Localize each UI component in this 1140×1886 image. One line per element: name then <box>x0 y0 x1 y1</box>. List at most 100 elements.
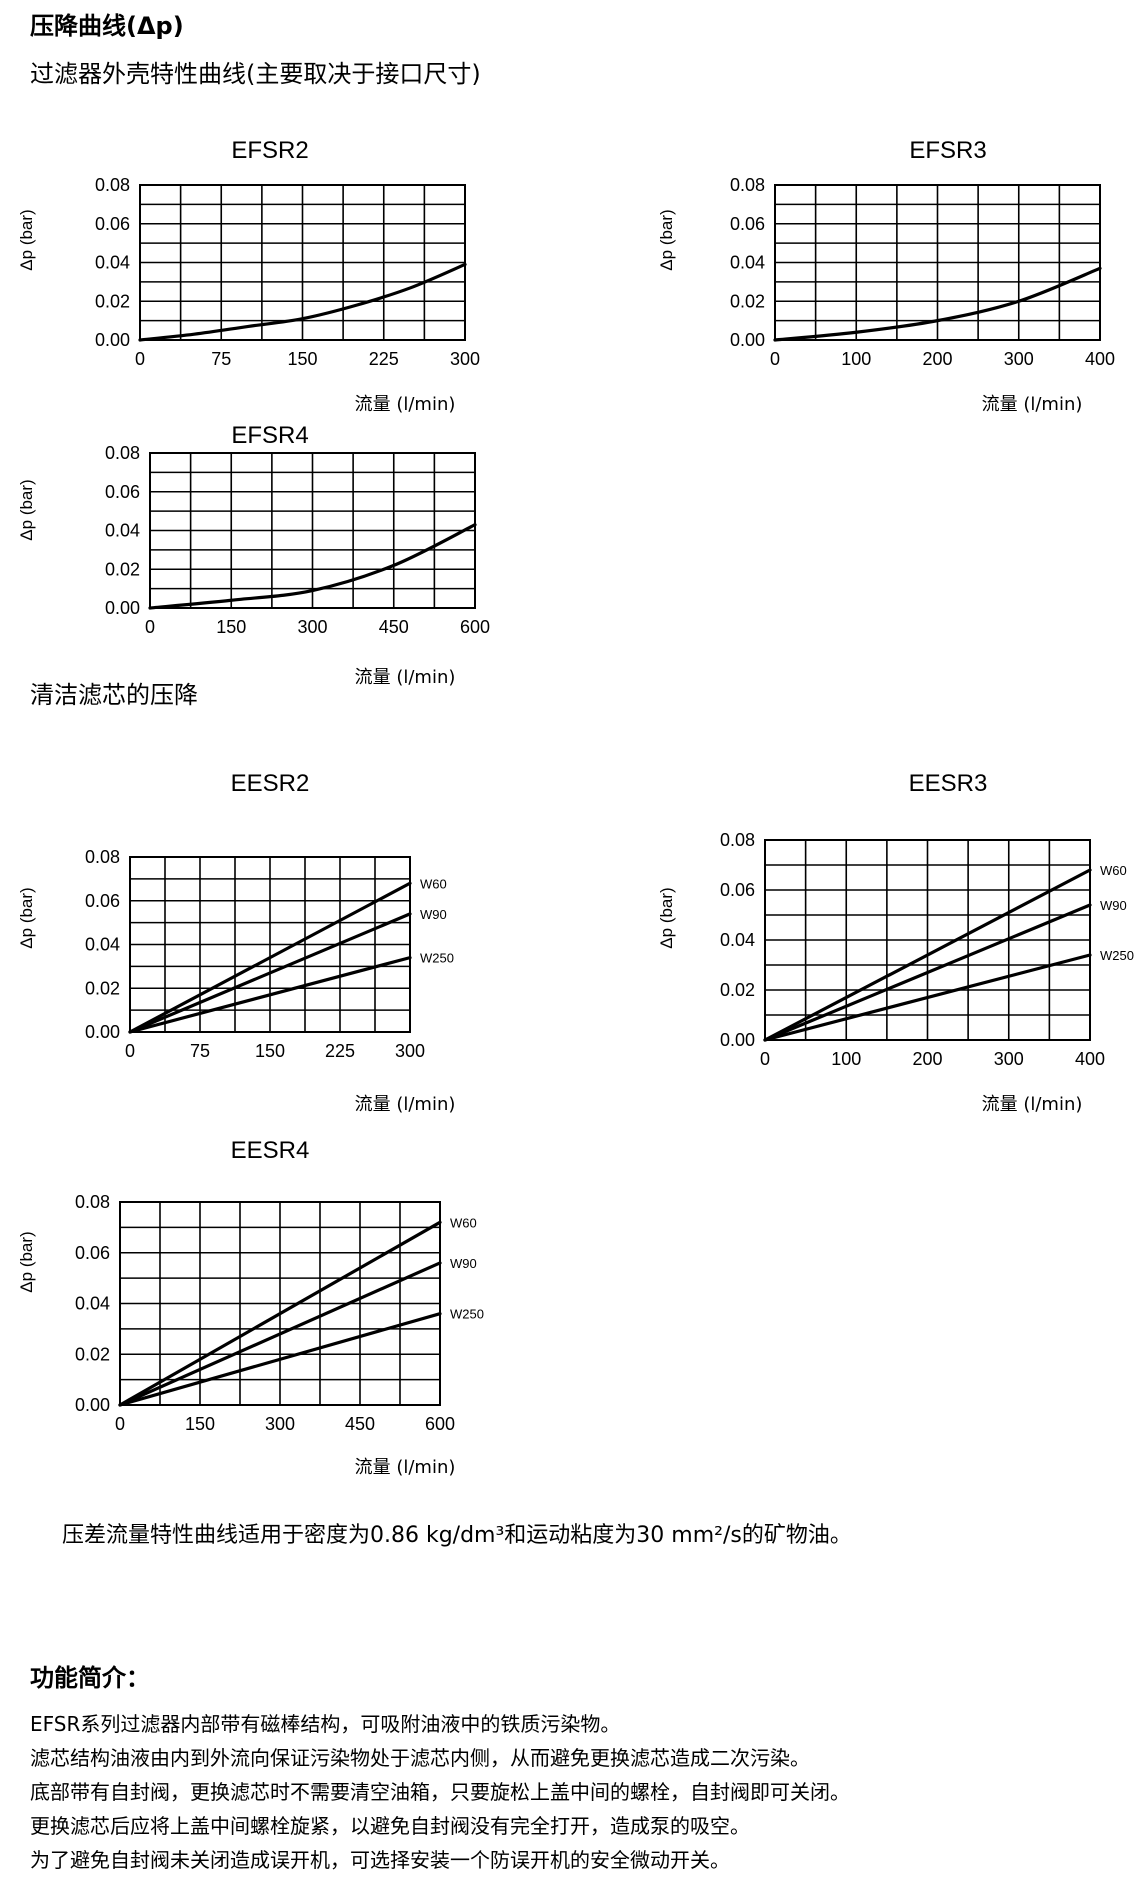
series-label: W60 <box>420 876 447 891</box>
y-axis-label: Δp (bar) <box>17 479 36 540</box>
chart-title: EESR4 <box>231 1137 310 1164</box>
x-tick-label: 0 <box>115 1414 125 1434</box>
x-tick-label: 400 <box>1075 1049 1105 1069</box>
y-tick-label: 0.06 <box>720 880 755 900</box>
series-label: W60 <box>1100 863 1127 878</box>
x-tick-label: 300 <box>395 1041 425 1061</box>
y-tick-label: 0.02 <box>730 291 765 311</box>
x-tick-label: 0 <box>770 349 780 369</box>
x-tick-label: 200 <box>912 1049 942 1069</box>
feature-line-3: 底部带有自封阀，更换滤芯时不需要清空油箱，只要旋松上盖中间的螺栓，自封阀即可关闭… <box>30 1780 850 1804</box>
y-tick-label: 0.06 <box>105 482 140 502</box>
x-tick-label: 150 <box>185 1414 215 1434</box>
feature-line-2: 滤芯结构油液由内到外流向保证污染物处于滤芯内侧，从而避免更换滤芯造成二次污染。 <box>30 1746 810 1770</box>
y-tick-label: 0.08 <box>75 1192 110 1212</box>
y-tick-label: 0.00 <box>85 1022 120 1042</box>
x-tick-label: 300 <box>450 349 480 369</box>
series-line-w60 <box>763 868 1092 1042</box>
feature-line-4: 更换滤芯后应将上盖中间螺栓旋紧，以避免自封阀没有完全打开，造成泵的吸空。 <box>30 1814 750 1838</box>
plot-frame <box>139 184 466 341</box>
x-tick-label: 400 <box>1085 349 1115 369</box>
x-tick-label: 300 <box>1004 349 1034 369</box>
x-tick-label: 0 <box>145 617 155 637</box>
x-tick-label: 150 <box>255 1041 285 1061</box>
y-tick-label: 0.08 <box>730 175 765 195</box>
chart-grid <box>764 839 1091 1041</box>
y-tick-label: 0.04 <box>85 935 120 955</box>
y-axis-label: Δp (bar) <box>17 887 36 948</box>
y-tick-label: 0.04 <box>95 253 130 273</box>
y-tick-label: 0.02 <box>95 291 130 311</box>
chart-title: EESR3 <box>909 770 988 797</box>
x-tick-label: 0 <box>135 349 145 369</box>
series-label: W250 <box>420 951 454 966</box>
series-label: W90 <box>1100 898 1127 913</box>
x-tick-label: 300 <box>994 1049 1024 1069</box>
x-tick-label: 600 <box>425 1414 455 1434</box>
series-label: W250 <box>450 1307 484 1322</box>
chart-title: EFSR3 <box>909 137 986 164</box>
x-tick-label: 600 <box>460 617 490 637</box>
x-tick-label: 100 <box>831 1049 861 1069</box>
y-axis-label: Δp (bar) <box>657 209 676 270</box>
y-tick-label: 0.04 <box>730 253 765 273</box>
x-axis-label: 流量 (l/min) <box>982 394 1083 415</box>
series-label: W90 <box>420 907 447 922</box>
x-tick-label: 300 <box>265 1414 295 1434</box>
series-line-w60 <box>118 1220 442 1407</box>
y-tick-label: 0.06 <box>85 891 120 911</box>
x-tick-label: 150 <box>216 617 246 637</box>
series-line <box>773 266 1102 342</box>
y-axis-label: Δp (bar) <box>17 1231 36 1292</box>
x-tick-label: 0 <box>760 1049 770 1069</box>
oil-note: 压差流量特性曲线适用于密度为0.86 kg/dm³和运动粘度为30 mm²/s的… <box>62 1523 852 1548</box>
y-tick-label: 0.02 <box>85 978 120 998</box>
series-label: W250 <box>1100 948 1134 963</box>
x-tick-label: 225 <box>369 349 399 369</box>
y-tick-label: 0.08 <box>720 830 755 850</box>
series-line-w250 <box>128 956 412 1034</box>
section-title-clean-element: 清洁滤芯的压降 <box>30 681 198 709</box>
y-tick-label: 0.00 <box>95 330 130 350</box>
y-tick-label: 0.08 <box>105 443 140 463</box>
x-tick-label: 75 <box>190 1041 210 1061</box>
series-line-w250 <box>118 1312 442 1407</box>
y-axis-label: Δp (bar) <box>17 209 36 270</box>
y-tick-label: 0.02 <box>720 980 755 1000</box>
chart-grid <box>149 452 476 609</box>
x-tick-label: 0 <box>125 1041 135 1061</box>
plot-frame <box>129 856 411 1033</box>
x-tick-label: 300 <box>297 617 327 637</box>
series-label: W90 <box>450 1256 477 1271</box>
plot-frame <box>149 452 476 609</box>
series-line-w250 <box>763 953 1092 1042</box>
page-subtitle: 过滤器外壳特性曲线(主要取决于接口尺寸) <box>30 60 481 88</box>
y-tick-label: 0.06 <box>75 1243 110 1263</box>
y-tick-label: 0.00 <box>730 330 765 350</box>
x-axis-label: 流量 (l/min) <box>982 1094 1083 1115</box>
x-axis-label: 流量 (l/min) <box>355 1094 456 1115</box>
y-tick-label: 0.00 <box>720 1030 755 1050</box>
y-axis-label: Δp (bar) <box>657 887 676 948</box>
x-axis-label: 流量 (l/min) <box>355 1457 456 1478</box>
x-tick-label: 450 <box>345 1414 375 1434</box>
y-tick-label: 0.02 <box>75 1344 110 1364</box>
chart-grid <box>129 856 411 1033</box>
page-title: 压降曲线(Δp) <box>30 12 184 40</box>
chart-grid <box>119 1201 441 1406</box>
chart-title: EFSR2 <box>231 137 308 164</box>
x-tick-label: 450 <box>379 617 409 637</box>
feature-line-5: 为了避免自封阀未关闭造成误开机，可选择安装一个防误开机的安全微动开关。 <box>30 1848 730 1872</box>
x-tick-label: 200 <box>922 349 952 369</box>
y-tick-label: 0.08 <box>95 175 130 195</box>
x-tick-label: 150 <box>287 349 317 369</box>
x-tick-label: 100 <box>841 349 871 369</box>
y-tick-label: 0.08 <box>85 847 120 867</box>
series-line <box>138 262 467 342</box>
y-tick-label: 0.06 <box>95 214 130 234</box>
series-label: W60 <box>450 1215 477 1230</box>
